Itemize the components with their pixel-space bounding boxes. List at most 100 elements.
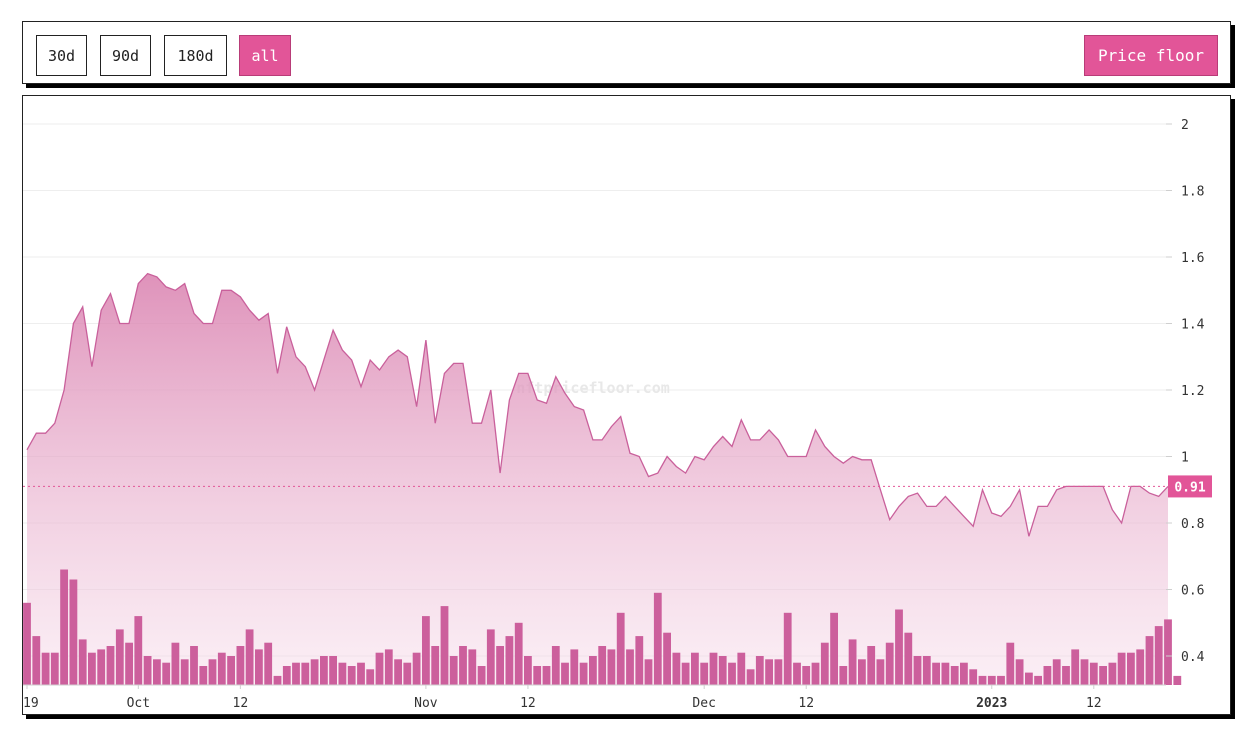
y-tick-label: 2 [1181, 118, 1189, 133]
volume-bar [180, 659, 189, 685]
volume-bar [848, 639, 857, 685]
watermark-text: nftpricefloor.com [516, 379, 670, 397]
price-chart: nftpricefloor.com 2 1.8 1.6 1.4 1.2 1 0.8 0.6 0.… [22, 95, 1231, 715]
volume-bar [384, 649, 393, 685]
volume-bar [394, 659, 402, 685]
y-tick-label: 0.4 [1181, 650, 1205, 665]
price-area [27, 273, 1168, 685]
volume-bar [737, 652, 746, 685]
volume-bar [626, 649, 634, 685]
volume-bar [208, 659, 217, 685]
volume-bar [718, 656, 727, 685]
volume-bar [134, 616, 143, 685]
volume-bar [1071, 649, 1080, 685]
volume-bar [273, 675, 282, 685]
volume-bar [663, 632, 671, 685]
volume-bar [579, 662, 588, 685]
x-tick-label: 2023 [976, 696, 1007, 711]
volume-bar [746, 669, 755, 685]
range-all-button[interactable]: all [239, 35, 291, 76]
volume-bar [542, 666, 551, 685]
volume-bar [162, 662, 171, 685]
volume-bar [1117, 652, 1126, 685]
volume-bar [1080, 659, 1089, 685]
volume-bar [468, 649, 477, 685]
volume-bar [598, 646, 607, 685]
volume-bar [69, 579, 78, 685]
volume-bar [366, 669, 375, 685]
volume-bar [217, 652, 226, 685]
volume-bar [292, 662, 300, 685]
y-tick-label: 0.6 [1181, 584, 1204, 599]
x-tick-label: Oct [127, 696, 150, 711]
volume-bar [987, 675, 996, 685]
volume-bar [106, 646, 115, 685]
volume-bar [820, 642, 829, 685]
volume-bar [728, 662, 736, 685]
volume-bar [811, 662, 820, 685]
volume-bar [1127, 652, 1135, 685]
volume-bar [1089, 662, 1098, 685]
volume-bar [403, 662, 412, 685]
volume-bar [691, 652, 699, 685]
volume-bar [793, 662, 801, 685]
volume-bar [486, 629, 495, 685]
volume-bar [616, 612, 625, 685]
volume-bar [301, 662, 310, 685]
volume-bar [755, 656, 764, 685]
range-180d-button[interactable]: 180d [164, 35, 227, 76]
volume-bar [78, 639, 87, 685]
current-price-tag [1168, 475, 1212, 498]
volume-bar [431, 646, 440, 685]
price-floor-button[interactable]: Price floor [1084, 35, 1218, 76]
volume-bar [904, 632, 913, 685]
volume-bar [375, 652, 384, 685]
volume-bar [1164, 619, 1172, 685]
volume-bar [941, 662, 950, 685]
chart-canvas: nftpricefloor.com 2 1.8 1.6 1.4 1.2 1 0.8 0.6 0.… [23, 118, 1212, 711]
volume-bar [681, 662, 690, 685]
volume-bar [635, 636, 644, 685]
x-tick-label: 12 [520, 696, 536, 711]
volume-bar [570, 649, 579, 685]
volume-bar [839, 666, 848, 685]
volume-bar [524, 656, 532, 685]
volume-bar [477, 666, 486, 685]
volume-bar [960, 662, 968, 685]
volume-bar [1099, 666, 1107, 685]
volume-bar [171, 642, 180, 685]
volume-bar [459, 646, 467, 685]
volume-bar [338, 662, 347, 685]
volume-bar [1108, 662, 1117, 685]
volume-bar [876, 659, 885, 685]
volume-bar [922, 656, 931, 685]
y-tick-label: 1.4 [1181, 318, 1205, 333]
volume-bar [449, 656, 458, 685]
range-90d-button[interactable]: 90d [100, 35, 151, 76]
volume-bar [264, 642, 273, 685]
volume-bar [505, 636, 514, 685]
volume-bar [830, 612, 838, 685]
range-toolbar: 30d 90d 180d all Price floor [22, 21, 1231, 84]
volume-bar [125, 642, 133, 685]
volume-bar [561, 662, 569, 685]
volume-bar [310, 659, 319, 685]
volume-bar [320, 656, 328, 685]
volume-bar [533, 666, 542, 685]
volume-bar [1025, 672, 1033, 685]
x-tick-label: 12 [233, 696, 249, 711]
range-30d-button[interactable]: 30d [36, 35, 87, 76]
volume-bar [950, 666, 959, 685]
volume-bar [282, 666, 291, 685]
volume-bar [255, 649, 263, 685]
volume-bar [1052, 659, 1061, 685]
volume-bar [700, 662, 709, 685]
current-price-label: 0.91 [1174, 480, 1205, 495]
volume-bar [514, 622, 523, 686]
volume-bar [1034, 675, 1042, 685]
volume-bar [672, 652, 681, 685]
volume-bar [1043, 666, 1052, 685]
volume-bar [245, 629, 254, 685]
y-tick-label: 1.6 [1181, 251, 1204, 266]
volume-bar [1136, 649, 1145, 685]
